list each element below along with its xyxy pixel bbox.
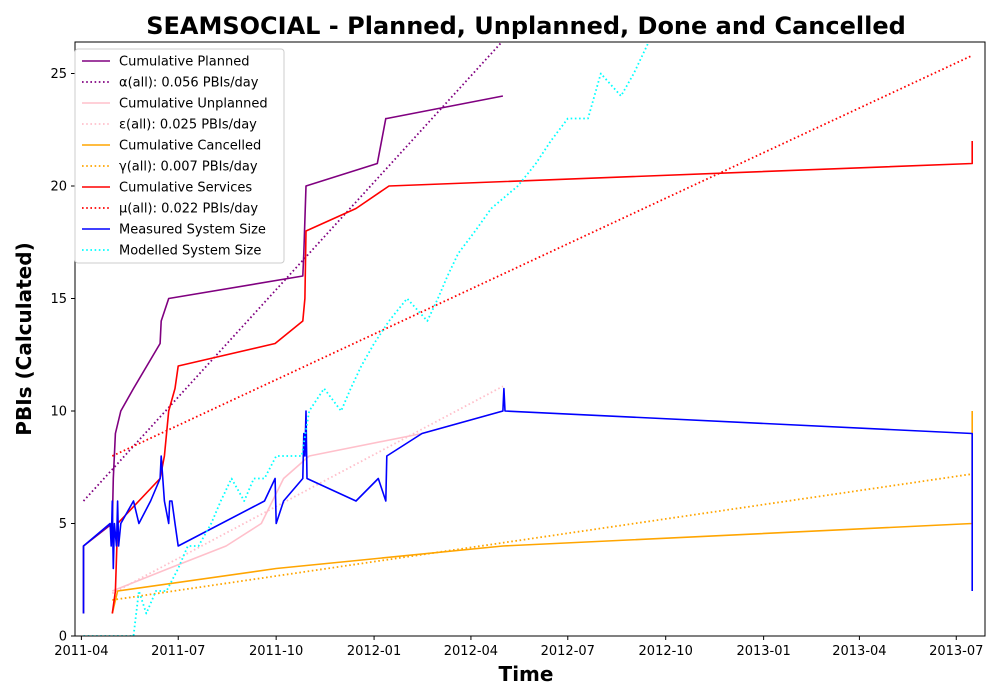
legend-label: Modelled System Size	[119, 244, 261, 259]
x-tick-label: 2012-01	[347, 644, 401, 659]
legend-box	[74, 48, 285, 264]
x-axis: 2011-04 2011-07 2011-10 2012-01 2012-04 2012-…	[54, 636, 983, 659]
series-line-6-cumulative-services	[111, 141, 974, 614]
x-tick-label: 2013-04	[832, 644, 886, 659]
legend-label: α(all): 0.056 PBIs/day	[119, 76, 259, 91]
x-tick-label: 2013-01	[736, 644, 790, 659]
series-line-7-all-0-022-pbis-day	[111, 54, 973, 457]
legend-label: γ(all): 0.007 PBIs/day	[119, 160, 258, 175]
series-line-2-cumulative-unplanned	[112, 410, 504, 592]
legend-label: Measured System Size	[119, 223, 266, 238]
x-tick-label: 2012-10	[639, 644, 693, 659]
y-tick-label: 25	[50, 67, 67, 82]
x-tick-label: 2013-07	[929, 644, 983, 659]
chart-title: SEAMSOCIAL - Planned, Unplanned, Done an…	[146, 12, 906, 40]
legend-label: Cumulative Planned	[119, 55, 249, 70]
legend-label: ε(all): 0.025 PBIs/day	[119, 118, 257, 133]
x-tick-label: 2012-04	[444, 644, 498, 659]
y-axis-label: PBIs (Calculated)	[12, 242, 36, 435]
legend-label: Cumulative Unplanned	[119, 97, 268, 112]
x-tick-label: 2011-10	[249, 644, 303, 659]
x-tick-label: 2011-07	[151, 644, 205, 659]
plot-area	[82, 42, 974, 636]
y-tick-label: 0	[59, 630, 67, 645]
legend-label: Cumulative Cancelled	[119, 139, 261, 154]
series-line-1-all-0-056-pbis-day	[82, 42, 503, 502]
y-tick-label: 10	[50, 405, 67, 420]
plot-frame	[74, 41, 986, 637]
legend: Cumulative Planned α(all): 0.056 PBIs/day…	[74, 48, 285, 264]
legend-label: μ(all): 0.022 PBIs/day	[119, 202, 258, 217]
y-axis: 0 5 10 15 20 25	[50, 67, 75, 645]
series-line-8-measured-system-size	[82, 387, 974, 614]
y-tick-label: 5	[59, 517, 67, 532]
legend-label: Cumulative Services	[119, 181, 252, 196]
series-line-0-cumulative-planned	[82, 95, 504, 614]
series-line-3-all-0-025-pbis-day	[111, 385, 504, 595]
x-tick-label: 2011-04	[54, 644, 108, 659]
y-tick-label: 20	[50, 180, 67, 195]
x-axis-label: Time	[499, 662, 554, 686]
x-tick-label: 2012-07	[541, 644, 595, 659]
y-tick-label: 15	[50, 292, 67, 307]
